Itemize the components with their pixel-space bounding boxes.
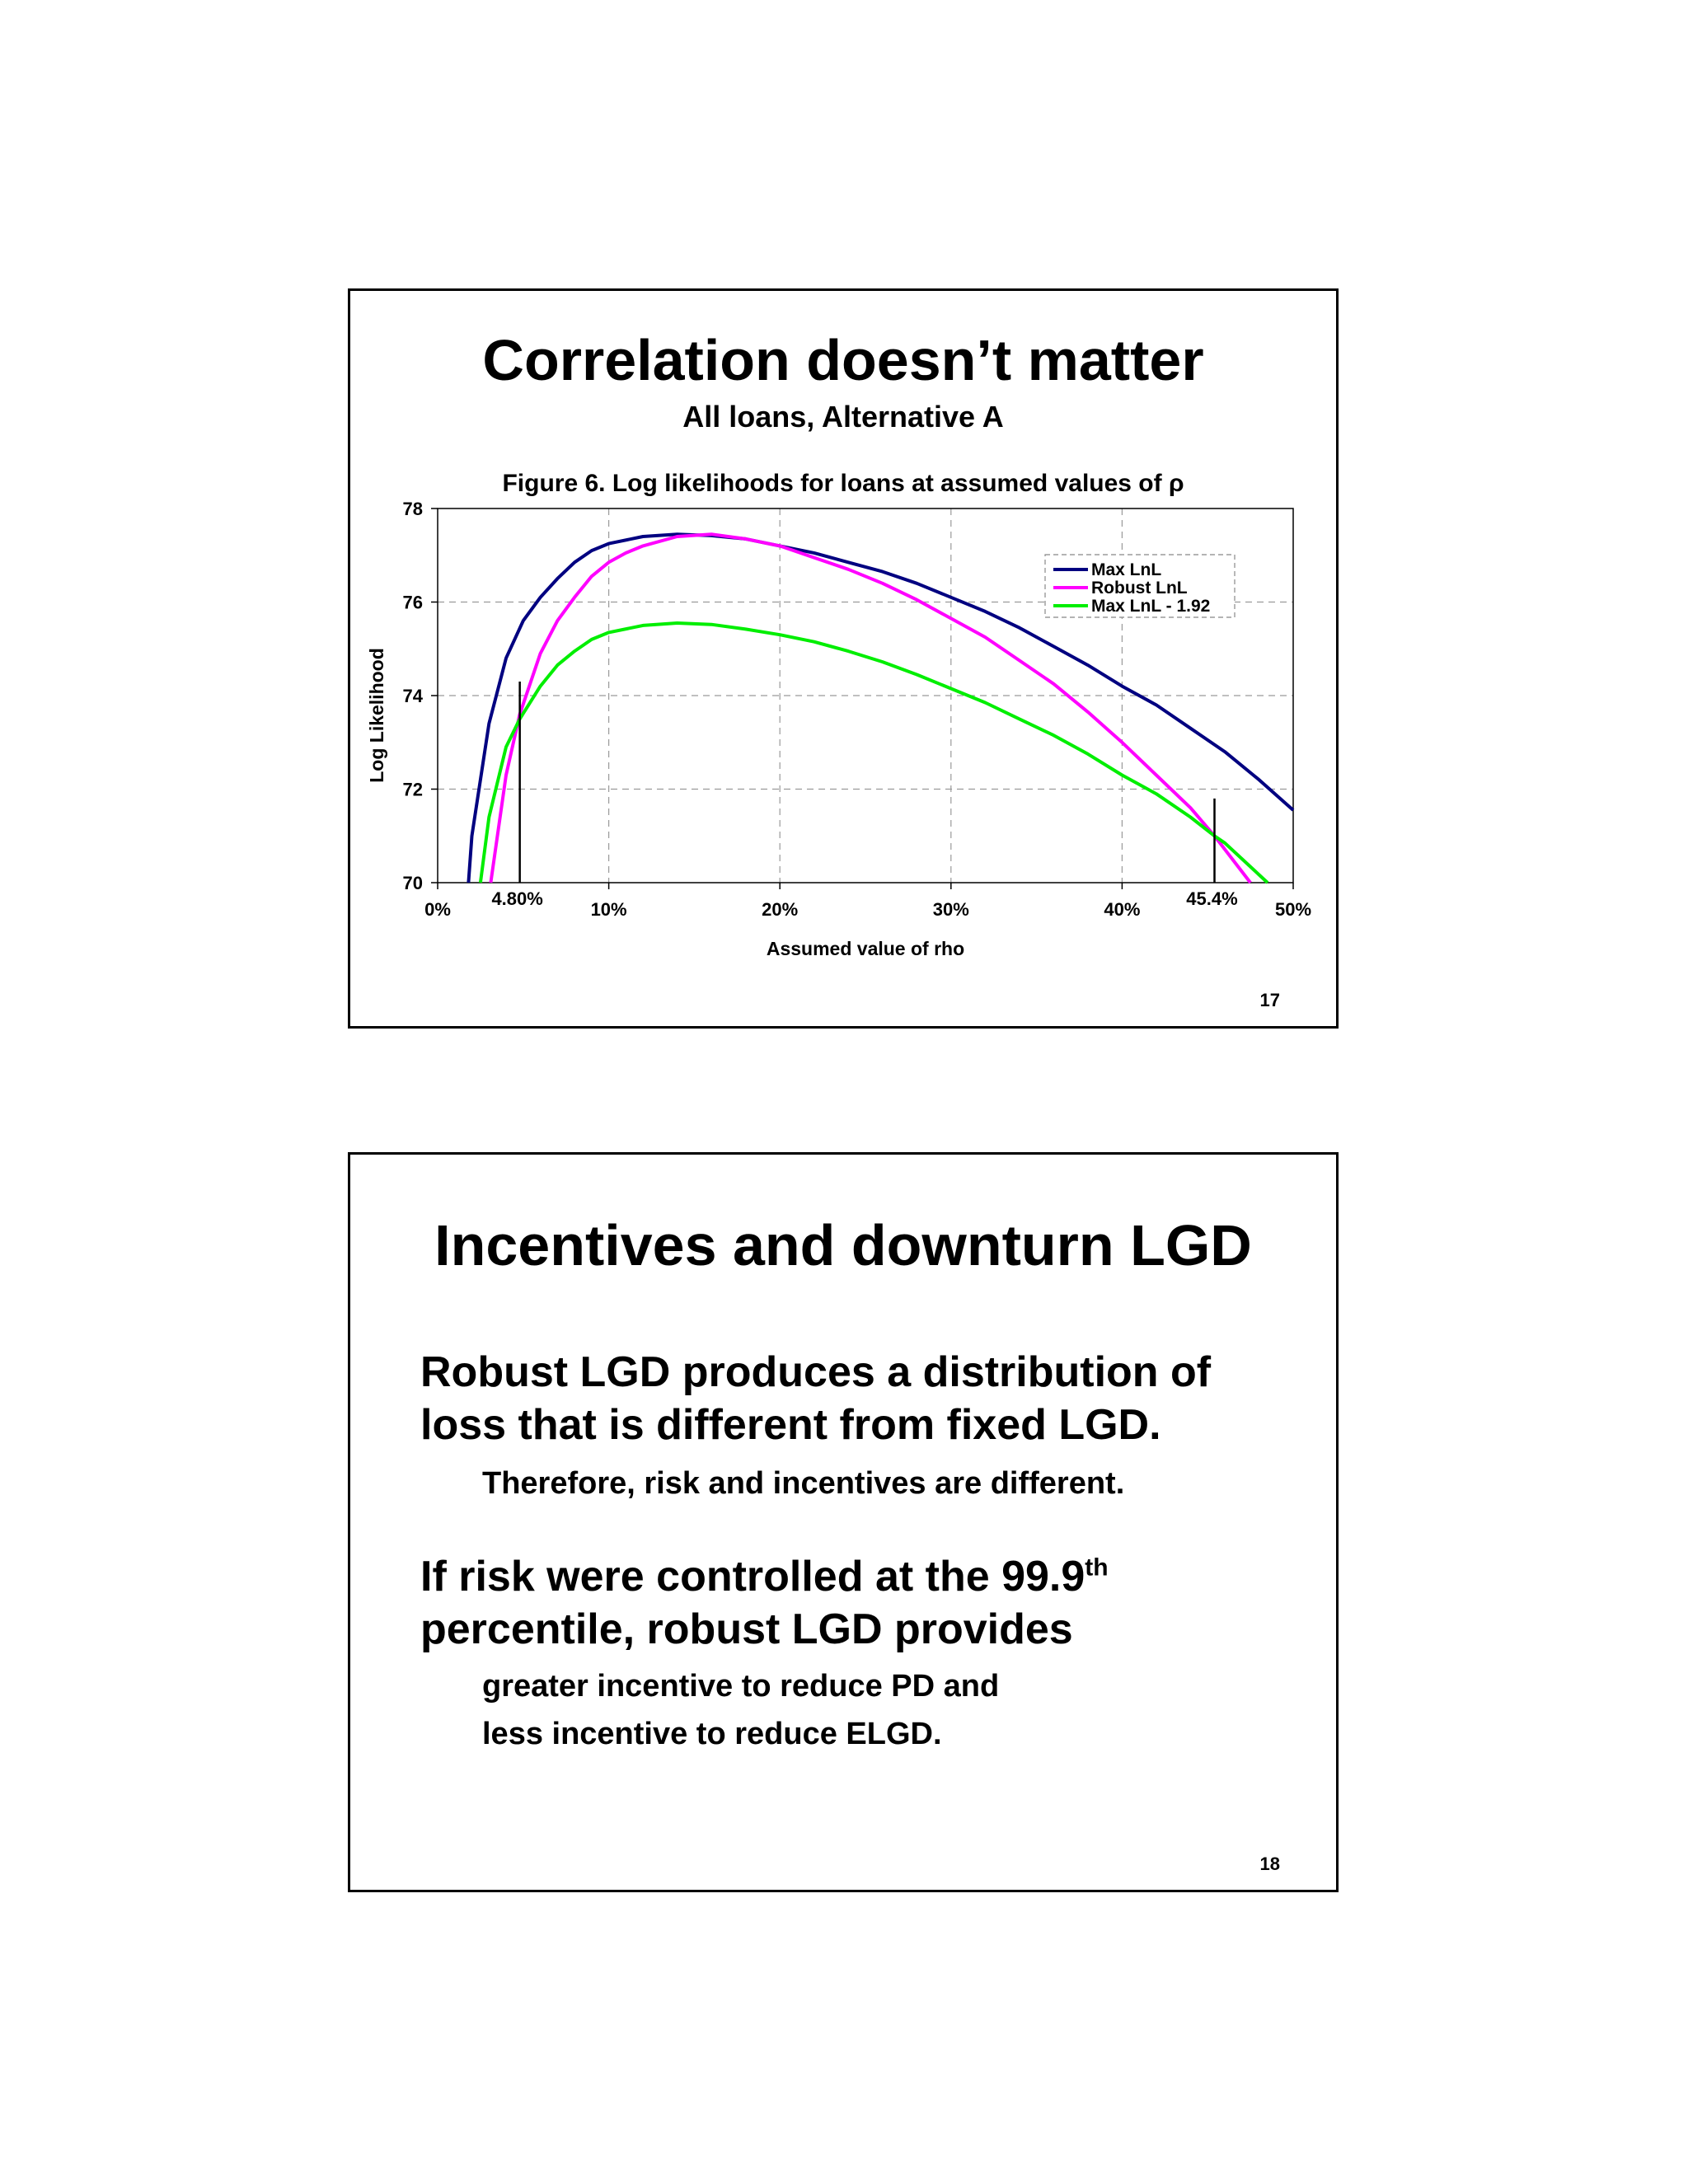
y-tick-label: 74	[403, 686, 424, 706]
superscript-th: th	[1085, 1554, 1109, 1582]
y-tick-label: 72	[403, 780, 423, 800]
bullet-2-line-1: If risk were controlled at the 99.9th	[420, 1550, 1109, 1603]
log-likelihood-chart: 4.80% 45.4% 70 72 74 76 78 0% 10% 20% 30% 40% 50% Fi…	[366, 470, 1311, 959]
slide-subtitle: All loans, Alternative A	[682, 400, 1004, 434]
y-axis-label: Log Likelihood	[366, 648, 387, 783]
bullet-2-text: If risk were controlled at the 99.9	[420, 1553, 1085, 1601]
y-tick-label: 78	[403, 499, 423, 519]
slide-title: Incentives and downturn LGD	[434, 1213, 1252, 1277]
annotation-label: 4.80%	[491, 888, 542, 909]
legend-entry: Max LnL - 1.92	[1091, 597, 1210, 616]
bullet-1-sub: Therefore, risk and incentives are diffe…	[482, 1466, 1125, 1501]
slide-title: Correlation doesn’t matter	[482, 328, 1204, 392]
chart-title: Figure 6. Log likelihoods for loans at a…	[502, 470, 1184, 497]
bullet-1-line-1: Robust LGD produces a distribution of	[420, 1348, 1212, 1396]
slide-17: Correlation doesn’t matter All loans, Al…	[348, 288, 1339, 1029]
page-number: 17	[1259, 990, 1280, 1010]
series-line	[478, 621, 1269, 884]
x-tick-label: 30%	[933, 899, 969, 920]
bullet-2-line-2: percentile, robust LGD provides	[420, 1605, 1073, 1653]
x-tick-label: 10%	[591, 899, 627, 920]
series-line	[467, 532, 1295, 883]
y-tick-label: 76	[403, 593, 423, 613]
slide-18: Incentives and downturn LGD Robust LGD p…	[348, 1152, 1339, 1892]
annotation-label: 45.4%	[1186, 888, 1237, 909]
bullet-1-line-2: loss that is different from fixed LGD.	[420, 1401, 1161, 1449]
page-number: 18	[1259, 1854, 1280, 1874]
x-tick-label: 40%	[1104, 899, 1140, 920]
x-tick-label: 50%	[1275, 899, 1311, 920]
x-tick-label: 0%	[424, 899, 451, 920]
series-line	[489, 532, 1252, 884]
bullet-2-sub-2: less incentive to reduce ELGD.	[482, 1717, 942, 1751]
x-tick-label: 20%	[762, 899, 798, 920]
x-axis-label: Assumed value of rho	[767, 938, 964, 959]
y-tick-label: 70	[403, 873, 423, 893]
legend-entry: Max LnL	[1091, 560, 1161, 579]
legend-entry: Robust LnL	[1091, 579, 1188, 598]
bullet-2-sub-1: greater incentive to reduce PD and	[482, 1669, 1000, 1704]
